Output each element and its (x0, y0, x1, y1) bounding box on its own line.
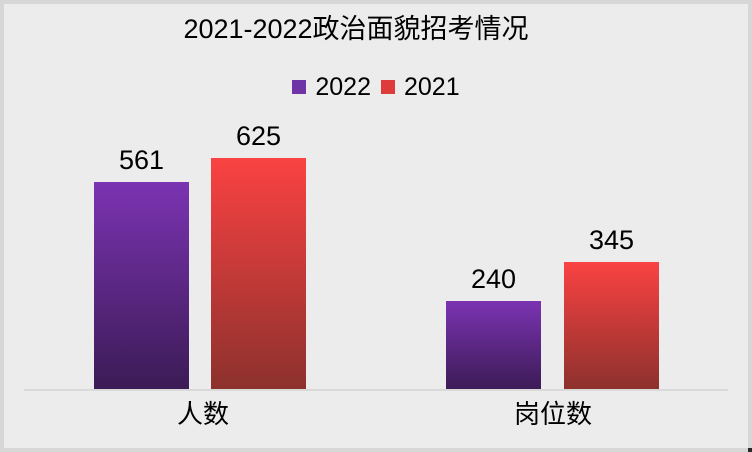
value-label-2022-positions: 240 (470, 264, 517, 294)
value-label-2021-positions: 345 (588, 225, 635, 255)
category-label-positions: 岗位数 (513, 399, 593, 429)
legend-swatch-2021 (381, 80, 395, 94)
legend-item-2021: 2021 (381, 73, 460, 101)
value-label-2022-people: 561 (118, 145, 165, 175)
category-label-people: 人数 (176, 399, 230, 429)
bar-2021-positions: 345 (564, 225, 659, 390)
legend-label-2022: 2022 (315, 73, 371, 101)
bar-2022-positions: 240 (446, 264, 541, 390)
legend-label-2021: 2021 (404, 73, 460, 101)
bar-2022-people: 561 (94, 145, 189, 390)
value-label-2021-people: 625 (235, 121, 282, 151)
legend-swatch-2022 (292, 80, 307, 94)
corner-artifact (748, 448, 752, 452)
chart-title: 2021-2022政治面貌招考情况 (183, 14, 529, 44)
legend-item-2022: 2022 (292, 73, 371, 101)
bar-2021-people: 625 (211, 121, 306, 390)
x-axis-line (24, 389, 728, 391)
legend: 2022 2021 (0, 72, 752, 102)
